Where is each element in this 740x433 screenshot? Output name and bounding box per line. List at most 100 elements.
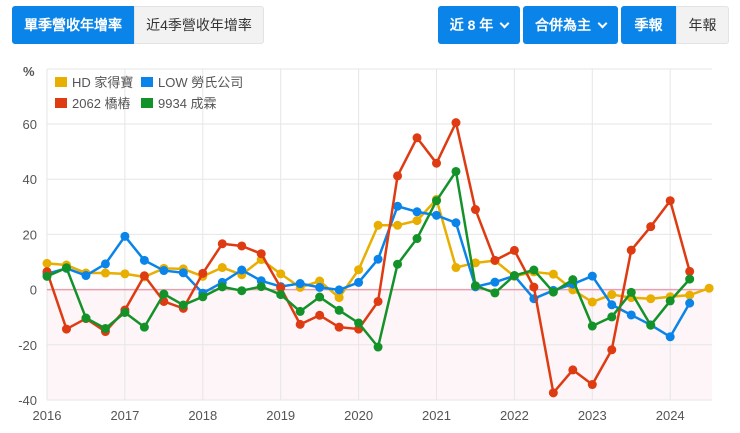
data-point[interactable] [665,332,675,342]
data-point[interactable] [237,241,247,251]
data-point[interactable] [685,274,695,284]
data-point[interactable] [529,265,539,275]
data-point[interactable] [61,324,71,334]
data-point[interactable] [393,259,403,269]
data-point[interactable] [490,277,500,287]
data-point[interactable] [217,282,227,292]
tab-trailing-4q-yoy[interactable]: 近4季營收年增率 [134,6,264,44]
data-point[interactable] [529,282,539,292]
data-point[interactable] [451,118,461,128]
data-point[interactable] [295,279,305,289]
legend-label-hd[interactable]: HD 家得寶 [72,75,133,90]
data-point[interactable] [607,312,617,322]
data-point[interactable] [334,293,344,303]
data-point[interactable] [704,283,714,293]
data-point[interactable] [412,234,422,244]
data-point[interactable] [120,269,130,279]
data-point[interactable] [451,263,461,273]
data-point[interactable] [373,254,383,264]
data-point[interactable] [315,276,325,286]
data-point[interactable] [665,296,675,306]
data-point[interactable] [685,290,695,300]
data-point[interactable] [685,266,695,276]
data-point[interactable] [42,271,52,281]
data-point[interactable] [490,288,500,298]
data-point[interactable] [295,319,305,329]
data-point[interactable] [412,216,422,226]
data-point[interactable] [256,282,266,292]
data-point[interactable] [100,324,110,334]
data-point[interactable] [432,196,441,206]
data-point[interactable] [646,320,656,330]
data-point[interactable] [509,245,519,255]
data-point[interactable] [626,287,636,297]
data-point[interactable] [159,289,169,299]
data-point[interactable] [568,365,578,375]
data-point[interactable] [100,268,110,278]
data-point[interactable] [61,263,71,273]
data-point[interactable] [217,263,227,273]
data-point[interactable] [548,388,558,398]
data-point[interactable] [412,133,422,143]
data-point[interactable] [178,300,188,310]
data-point[interactable] [81,313,91,323]
data-point[interactable] [139,255,149,265]
data-point[interactable] [432,210,441,220]
data-point[interactable] [451,218,461,228]
data-point[interactable] [354,318,364,328]
data-point[interactable] [81,271,91,281]
data-point[interactable] [587,297,597,307]
data-point[interactable] [548,287,558,297]
tab-quarterly[interactable]: 季報 [621,6,676,44]
data-point[interactable] [373,296,383,306]
data-point[interactable] [334,322,344,332]
data-point[interactable] [470,258,480,268]
data-point[interactable] [237,286,247,296]
data-point[interactable] [470,281,480,291]
data-point[interactable] [120,308,130,318]
data-point[interactable] [490,255,500,265]
data-point[interactable] [334,305,344,315]
data-point[interactable] [198,268,208,278]
data-point[interactable] [159,266,169,276]
data-point[interactable] [354,265,364,275]
tab-single-quarter-yoy[interactable]: 單季營收年增率 [12,6,134,44]
data-point[interactable] [646,294,656,304]
period-dropdown[interactable]: 近 8 年 [438,6,520,44]
data-point[interactable] [178,268,188,278]
data-point[interactable] [568,275,578,285]
data-point[interactable] [100,259,110,269]
data-point[interactable] [587,271,597,281]
data-point[interactable] [548,269,558,279]
data-point[interactable] [432,158,441,168]
data-point[interactable] [315,292,325,302]
tab-annual[interactable]: 年報 [676,6,729,44]
legend-label-t2062[interactable]: 2062 橋樁 [72,96,131,111]
data-point[interactable] [295,306,305,316]
data-point[interactable] [393,220,403,230]
data-point[interactable] [665,196,675,206]
data-point[interactable] [373,220,383,230]
data-point[interactable] [451,166,461,176]
data-point[interactable] [354,277,364,287]
legend-label-t9934[interactable]: 9934 成霖 [158,96,217,111]
data-point[interactable] [607,345,617,355]
data-point[interactable] [120,231,130,241]
basis-dropdown[interactable]: 合併為主 [523,6,618,44]
data-point[interactable] [256,249,266,259]
data-point[interactable] [607,290,617,300]
data-point[interactable] [412,207,422,217]
data-point[interactable] [626,245,636,255]
data-point[interactable] [217,239,227,249]
data-point[interactable] [587,321,597,331]
data-point[interactable] [626,310,636,320]
data-point[interactable] [334,285,344,295]
data-point[interactable] [139,271,149,281]
data-point[interactable] [607,300,617,310]
data-point[interactable] [393,201,403,211]
data-point[interactable] [42,258,52,268]
data-point[interactable] [373,342,383,352]
data-point[interactable] [198,292,208,302]
data-point[interactable] [646,222,656,232]
legend-label-low[interactable]: LOW 勞氏公司 [158,75,243,90]
